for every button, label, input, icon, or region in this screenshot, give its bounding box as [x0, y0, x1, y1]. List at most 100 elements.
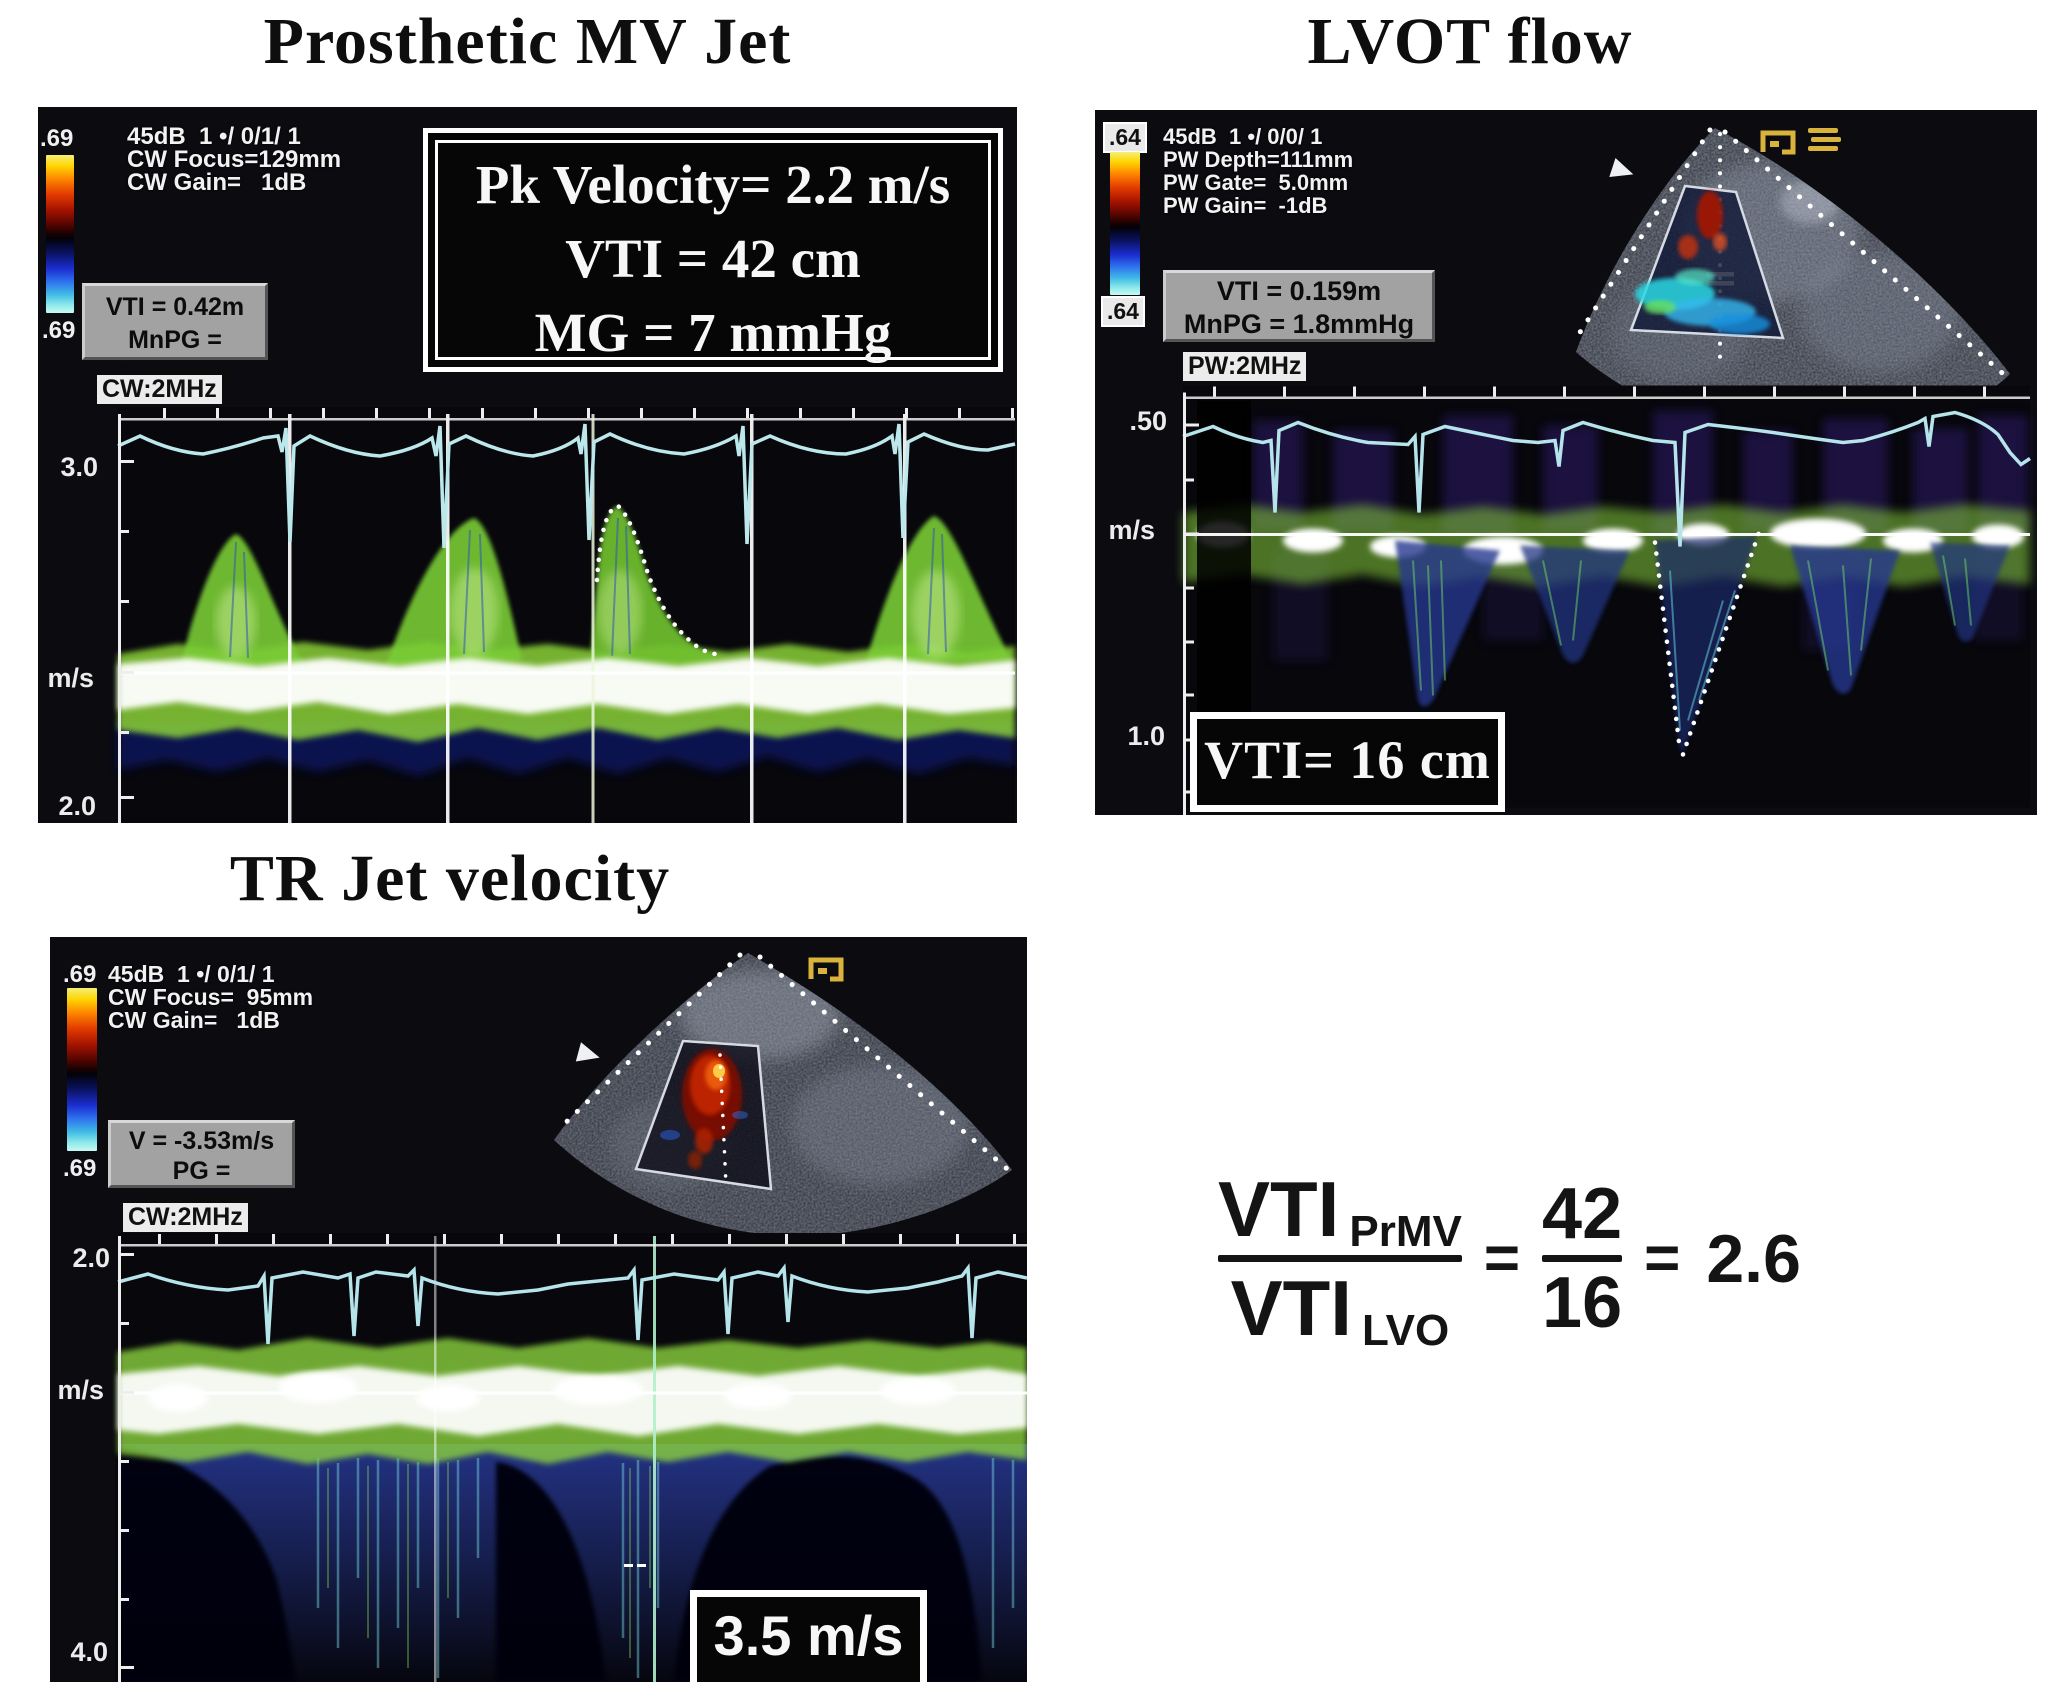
axis-ticks: [1183, 386, 2030, 815]
settings-line: 45dB 1 •/ 0/0/ 1: [1163, 124, 1323, 149]
numerator: VTI PrMV: [1218, 1165, 1462, 1254]
doppler-colorbar-icon: [67, 988, 97, 1151]
numeric-denominator: 16: [1542, 1263, 1623, 1343]
doppler-colorbar-icon: [1110, 152, 1140, 295]
ratio-result: 2.6: [1706, 1220, 1801, 1297]
machine-settings: 45dB 1 •/ 0/1/ 1 CW Focus= 95mm CW Gain=…: [108, 963, 313, 1032]
annotation-line: MG = 7 mmHg: [534, 302, 892, 363]
axis-label-bottom: 4.0: [70, 1637, 108, 1667]
beam-dots: [718, 1053, 728, 1187]
beat-divider-lines: [288, 414, 907, 823]
measure-line: V = -3.53m/s: [128, 1127, 275, 1155]
velocity-baseline: [1183, 533, 2030, 536]
beat-divider-line: [434, 1236, 437, 1682]
denominator-subscript: LVO: [1361, 1306, 1450, 1355]
caliper-marks: [624, 1564, 646, 1567]
settings-line: PW Depth=111mm: [1163, 147, 1354, 172]
settings-line: CW Gain= 1dB: [127, 169, 307, 196]
numeric-numerator: 42: [1542, 1174, 1623, 1254]
annotation-box-vti: VTI= 16 cm: [1190, 712, 1505, 812]
tr-jet-panel: .69 .69 45dB 1 •/ 0/1/ 1 CW Focus= 95mm …: [50, 937, 1027, 1682]
equals-sign: =: [1644, 1224, 1681, 1293]
mode-frequency-label: PW:2MHz: [1183, 352, 1307, 381]
machine-settings: 45dB 1 •/ 0/1/ 1 CW Focus=129mm CW Gain=…: [127, 123, 342, 196]
colorbar-bottom-label: .69: [63, 1155, 97, 1182]
tr-color-jet: [660, 1049, 748, 1169]
measure-line: VTI = 0.42m: [105, 293, 245, 321]
diastolic-envelopes: [180, 506, 1011, 668]
doppler-spectrum: [117, 1233, 1027, 1682]
measure-line: MnPG = 7.0mmHg: [118, 326, 232, 387]
velocity-baseline: [118, 1391, 1027, 1395]
measure-line: MnPG = 1.8mmHg: [1183, 309, 1415, 339]
panel-title-prosthetic-mv: Prosthetic MV Jet: [263, 5, 792, 78]
mode-frequency-label: CW:2MHz: [123, 1203, 248, 1232]
panel-title-tr-jet: TR Jet velocity: [229, 842, 671, 915]
2d-sector-image: [1572, 127, 2011, 437]
vti-trace-dotted: [1652, 530, 1762, 757]
mode-frequency-label: CW:2MHz: [97, 375, 222, 404]
freq-marker-icon: [1808, 128, 1841, 151]
annotation-line: VTI = 42 cm: [565, 228, 861, 289]
fraction-bar: [1218, 1255, 1462, 1262]
color-doppler-flow: [1635, 191, 1770, 334]
colorbar-top-label: .69: [63, 961, 97, 988]
axis-label-top: .50: [1129, 406, 1167, 436]
panel-title-lvot-flow: LVOT flow: [1307, 5, 1633, 78]
settings-line: PW Gate= 5.0mm: [1163, 170, 1349, 195]
vti-ratio-formula: VTI PrMV VTI LVO = 42 16 = 2.6: [1218, 1165, 1801, 1353]
settings-line: PW Gain= -1dB: [1163, 193, 1328, 218]
settings-line: 45dB 1 •/ 0/1/ 1: [127, 123, 301, 150]
doppler-spectrum: [117, 407, 1016, 823]
measurement-readout-box: VTI = 0.42m MnPG = 7.0mmHg: [82, 283, 268, 387]
measure-line: VTI = 0.159m: [1216, 276, 1382, 306]
vti-ratio-fraction: VTI PrMV VTI LVO: [1218, 1165, 1462, 1353]
annotation-line: Pk Velocity= 2.2 m/s: [475, 154, 951, 215]
axis-label-bottom: 2.0: [58, 791, 96, 821]
axis-label-top: 2.0: [72, 1243, 110, 1273]
equals-sign: =: [1483, 1224, 1521, 1293]
numerator-subscript: PrMV: [1349, 1207, 1462, 1256]
axis-label-baseline: m/s: [47, 663, 94, 693]
focus-arrow-icon: [575, 1042, 600, 1062]
caliper-line: [653, 1236, 656, 1682]
lvot-flow-panel: .64 .64 45dB 1 •/ 0/0/ 1 PW Depth=111mm …: [1095, 110, 2037, 815]
doppler-colorbar-icon: [46, 155, 74, 313]
2d-sector-image: [554, 952, 1015, 1236]
systolic-envelopes: [1395, 535, 2010, 755]
denominator-main: VTI: [1230, 1264, 1352, 1352]
settings-line: CW Gain= 1dB: [108, 1007, 280, 1033]
measurement-readout-box: V = -3.53m/s PG = 49.8mmHg: [108, 1120, 295, 1215]
colorbar-bottom-label: .69: [42, 317, 76, 344]
numeric-fraction: 42 16: [1542, 1174, 1623, 1343]
focus-arrow-icon: [1609, 158, 1634, 178]
prosthetic-mv-panel: .69 .69 45dB 1 •/ 0/1/ 1 CW Focus=129mm …: [38, 107, 1017, 823]
ecg-trace: [1182, 410, 2031, 547]
axis-label-top: 3.0: [60, 452, 98, 482]
measurement-readout-box: VTI = 0.159m MnPG = 1.8mmHg: [1163, 270, 1435, 342]
ecg-trace: [117, 1263, 1027, 1345]
probe-orientation-icon: [1760, 130, 1796, 155]
denominator: VTI LVO: [1230, 1264, 1450, 1353]
machine-settings: 45dB 1 •/ 0/0/ 1 PW Depth=111mm PW Gate=…: [1163, 125, 1353, 217]
settings-line: CW Focus=129mm: [127, 146, 342, 173]
colorbar-top-label: .69: [40, 125, 74, 152]
axis-ticks: [118, 1234, 1027, 1682]
jet-speckle: [316, 1458, 1015, 1678]
probe-orientation-icon: [808, 957, 844, 982]
colorbar-bottom-label: .64: [1101, 296, 1145, 327]
velocity-baseline: [118, 671, 1015, 675]
annotation-box-velocity: 3.5 m/s: [690, 1590, 927, 1682]
band-highlights: [148, 1373, 956, 1412]
axis-label-baseline: m/s: [1108, 515, 1155, 545]
numerator-main: VTI: [1218, 1165, 1340, 1253]
axis-label-baseline: m/s: [57, 1375, 104, 1405]
axis-label-bottom: 1.0: [1127, 721, 1165, 751]
fraction-bar: [1542, 1255, 1623, 1262]
ecg-trace: [117, 423, 1016, 549]
settings-line: 45dB 1 •/ 0/1/ 1: [108, 961, 275, 987]
sector-border-dots: [1572, 127, 2011, 381]
settings-line: CW Focus= 95mm: [108, 984, 314, 1010]
annotation-box-pk-velocity: Pk Velocity= 2.2 m/s VTI = 42 cm MG = 7 …: [423, 128, 1003, 372]
